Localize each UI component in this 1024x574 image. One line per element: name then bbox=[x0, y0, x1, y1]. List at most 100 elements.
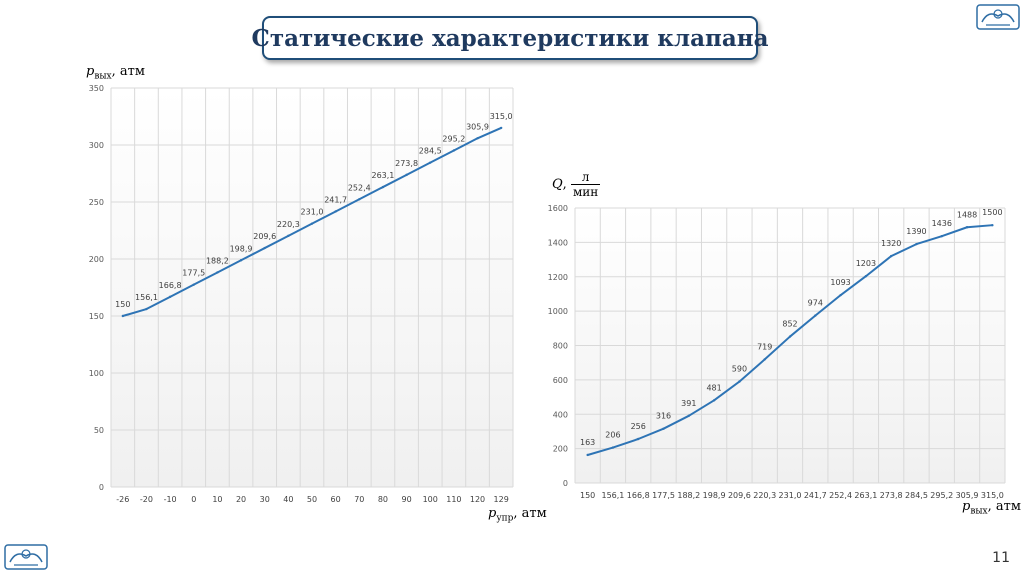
x-tick-label: 166,8 bbox=[627, 491, 650, 500]
y-tick-label: 1000 bbox=[548, 307, 568, 316]
x-tick-label: 295,2 bbox=[930, 491, 953, 500]
y-tick-label: 200 bbox=[553, 445, 568, 454]
data-point bbox=[788, 335, 792, 338]
data-label: 209,6 bbox=[253, 232, 276, 241]
x-tick-label: 150 bbox=[580, 491, 595, 500]
x-tick-label: 10 bbox=[212, 495, 222, 504]
data-point bbox=[814, 314, 817, 317]
x-tick-label: 315,0 bbox=[981, 491, 1004, 500]
data-label: 198,9 bbox=[230, 244, 253, 253]
data-point bbox=[864, 275, 868, 278]
data-point bbox=[452, 149, 456, 152]
x-tick-label: 20 bbox=[236, 495, 246, 504]
data-point bbox=[263, 246, 266, 250]
x-tick-label: 188,2 bbox=[677, 491, 700, 500]
data-label: 1436 bbox=[932, 219, 952, 228]
data-point bbox=[310, 222, 314, 225]
data-point bbox=[358, 198, 361, 201]
data-label: 1390 bbox=[906, 227, 926, 236]
data-point bbox=[476, 137, 479, 140]
y-tick-label: 200 bbox=[89, 255, 104, 264]
data-point bbox=[915, 242, 918, 246]
data-point bbox=[405, 173, 408, 177]
data-point bbox=[216, 271, 219, 274]
data-label: 391 bbox=[681, 399, 696, 408]
x-tick-label: 90 bbox=[401, 495, 411, 504]
x-tick-label: 220,3 bbox=[753, 491, 776, 500]
x-tick-label: -10 bbox=[164, 495, 177, 504]
data-point bbox=[192, 283, 195, 286]
x-tick-label: 40 bbox=[283, 495, 293, 504]
x-tick-label: 177,5 bbox=[652, 491, 675, 500]
data-label: 1203 bbox=[856, 259, 876, 268]
x-tick-label: -20 bbox=[140, 495, 153, 504]
x-tick-label: 209,6 bbox=[728, 491, 751, 500]
data-point bbox=[499, 126, 503, 130]
data-label: 295,2 bbox=[442, 134, 465, 143]
data-point bbox=[738, 380, 741, 383]
y-tick-label: 800 bbox=[553, 342, 568, 351]
data-label: 150 bbox=[115, 300, 130, 309]
data-label: 263,1 bbox=[371, 171, 394, 180]
data-point bbox=[889, 254, 893, 258]
page-title: Статические характеристики клапана bbox=[251, 24, 769, 52]
x-tick-label: 110 bbox=[446, 495, 461, 504]
data-point bbox=[940, 234, 943, 238]
data-label: 166,8 bbox=[159, 281, 182, 290]
x-tick-label: 252,4 bbox=[829, 491, 852, 500]
data-label: 256 bbox=[631, 422, 646, 431]
data-label: 206 bbox=[605, 431, 620, 440]
x-tick-label: 70 bbox=[354, 495, 364, 504]
data-point bbox=[687, 414, 691, 417]
data-point bbox=[145, 307, 148, 311]
x-tick-label: 263,1 bbox=[854, 491, 877, 500]
data-point bbox=[429, 161, 432, 164]
x-tick-label: 231,0 bbox=[779, 491, 802, 500]
chart2-y-axis-title: Q, л мин bbox=[552, 170, 601, 199]
data-label: 1093 bbox=[830, 278, 850, 287]
data-label: 177,5 bbox=[182, 269, 205, 278]
y-tick-label: 0 bbox=[99, 483, 104, 492]
x-tick-label: 80 bbox=[378, 495, 388, 504]
data-point bbox=[991, 223, 994, 227]
data-point bbox=[334, 210, 337, 213]
data-label: 188,2 bbox=[206, 256, 229, 265]
y-tick-label: 400 bbox=[553, 410, 568, 419]
data-label: 1500 bbox=[982, 208, 1002, 217]
data-point bbox=[121, 314, 125, 318]
x-tick-label: 284,5 bbox=[905, 491, 928, 500]
data-point bbox=[168, 295, 172, 299]
x-tick-label: 50 bbox=[307, 495, 317, 504]
y-tick-label: 250 bbox=[89, 198, 104, 207]
x-tick-label: 273,8 bbox=[880, 491, 903, 500]
x-tick-label: 0 bbox=[191, 495, 196, 504]
y-tick-label: 150 bbox=[89, 312, 104, 321]
y-tick-label: 1600 bbox=[548, 204, 568, 213]
bottom-left-logo bbox=[4, 544, 48, 570]
data-label: 241,7 bbox=[324, 195, 347, 204]
y-tick-label: 600 bbox=[553, 376, 568, 385]
x-tick-label: 305,9 bbox=[956, 491, 979, 500]
x-tick-label: 30 bbox=[260, 495, 270, 504]
data-label: 974 bbox=[808, 299, 823, 308]
data-point bbox=[637, 437, 640, 441]
data-label: 220,3 bbox=[277, 220, 300, 229]
chart1-y-axis-title: pвых, атм bbox=[86, 64, 145, 82]
x-tick-label: 198,9 bbox=[703, 491, 726, 500]
data-label: 284,5 bbox=[419, 147, 442, 156]
data-point bbox=[662, 427, 665, 430]
x-tick-label: 129 bbox=[494, 495, 509, 504]
data-label: 231,0 bbox=[301, 208, 324, 217]
y-tick-label: 300 bbox=[89, 141, 104, 150]
x-tick-label: 156,1 bbox=[601, 491, 624, 500]
x-tick-label: 60 bbox=[331, 495, 341, 504]
data-label: 852 bbox=[782, 320, 797, 329]
x-tick-label: 241,7 bbox=[804, 491, 827, 500]
data-label: 316 bbox=[656, 412, 671, 421]
title-box: Статические характеристики клапана bbox=[252, 16, 769, 60]
x-tick-label: 120 bbox=[470, 495, 485, 504]
data-label: 590 bbox=[732, 365, 747, 374]
chart2-x-axis-title: pвых, атм bbox=[962, 499, 1021, 517]
data-label: 481 bbox=[706, 383, 721, 392]
